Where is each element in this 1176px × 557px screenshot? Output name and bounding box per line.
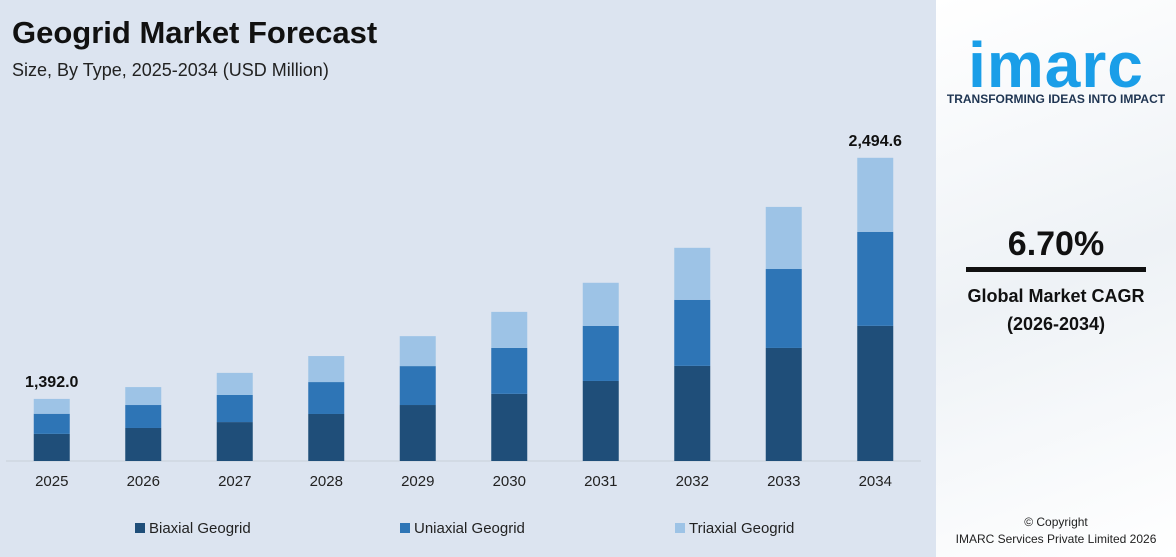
bar-segment bbox=[582, 282, 619, 326]
bar-segment bbox=[582, 325, 619, 381]
bar-segment bbox=[308, 356, 345, 383]
cagr-label: Global Market CAGR bbox=[967, 286, 1145, 306]
x-tick-label: 2031 bbox=[584, 473, 617, 490]
bar-segment bbox=[857, 231, 894, 326]
total-label: 1,392.0 bbox=[25, 374, 78, 391]
x-tick-label: 2034 bbox=[859, 473, 892, 490]
bar-segment bbox=[765, 206, 802, 270]
legend-label: Biaxial Geogrid bbox=[149, 520, 251, 537]
legend-label: Triaxial Geogrid bbox=[689, 520, 794, 537]
x-tick-label: 2029 bbox=[401, 473, 434, 490]
bar-segment bbox=[765, 269, 802, 348]
sidebar: imarc TRANSFORMING IDEAS INTO IMPACT 6.7… bbox=[936, 0, 1176, 557]
legend-swatch bbox=[675, 523, 685, 533]
bar-segment bbox=[216, 394, 253, 423]
x-tick-label: 2033 bbox=[767, 473, 800, 490]
bar-segment bbox=[491, 347, 528, 394]
copyright: © Copyright bbox=[1024, 515, 1088, 529]
bar-segment bbox=[765, 347, 802, 461]
legend-swatch bbox=[135, 523, 145, 533]
bar-segment bbox=[33, 398, 70, 414]
x-tick-label: 2028 bbox=[310, 473, 343, 490]
cagr-value: 6.70% bbox=[1007, 225, 1105, 263]
bar-segment bbox=[216, 422, 253, 461]
bar-segment bbox=[125, 405, 162, 428]
logo: imarc bbox=[968, 29, 1144, 101]
bar-segment bbox=[674, 365, 711, 461]
cagr-period: (2026-2034) bbox=[1006, 314, 1106, 334]
bar-segment bbox=[399, 366, 436, 406]
bar-segment bbox=[399, 405, 436, 461]
chart-subtitle: Size, By Type, 2025-2034 (USD Million) bbox=[12, 60, 329, 80]
bar-segment bbox=[33, 413, 70, 434]
bar-segment bbox=[582, 380, 619, 461]
legend-label: Uniaxial Geogrid bbox=[414, 520, 525, 537]
x-tick-label: 2032 bbox=[676, 473, 709, 490]
bar-segment bbox=[491, 311, 528, 348]
x-tick-label: 2025 bbox=[35, 473, 68, 490]
bar-segment bbox=[308, 413, 345, 461]
bar-segment bbox=[399, 336, 436, 367]
company: IMARC Services Private Limited 2026 bbox=[955, 532, 1157, 546]
bar-segment bbox=[216, 372, 253, 395]
bar-segment bbox=[857, 157, 894, 232]
legend-swatch bbox=[400, 523, 410, 533]
total-label: 2,494.6 bbox=[849, 133, 902, 150]
bar-segment bbox=[674, 299, 711, 366]
x-tick-label: 2027 bbox=[218, 473, 251, 490]
divider bbox=[966, 267, 1146, 272]
bar-segment bbox=[33, 433, 70, 461]
x-tick-label: 2026 bbox=[127, 473, 160, 490]
x-tick-label: 2030 bbox=[493, 473, 526, 490]
tagline: TRANSFORMING IDEAS INTO IMPACT bbox=[946, 92, 1166, 106]
bar-segment bbox=[308, 382, 345, 414]
bar-segment bbox=[125, 427, 162, 461]
bar-segment bbox=[674, 247, 711, 300]
bar-segment bbox=[857, 325, 894, 461]
bar-segment bbox=[491, 393, 528, 461]
bar-segment bbox=[125, 387, 162, 406]
chart: Geogrid Market Forecast Size, By Type, 2… bbox=[0, 0, 936, 557]
chart-title: Geogrid Market Forecast bbox=[12, 15, 377, 50]
